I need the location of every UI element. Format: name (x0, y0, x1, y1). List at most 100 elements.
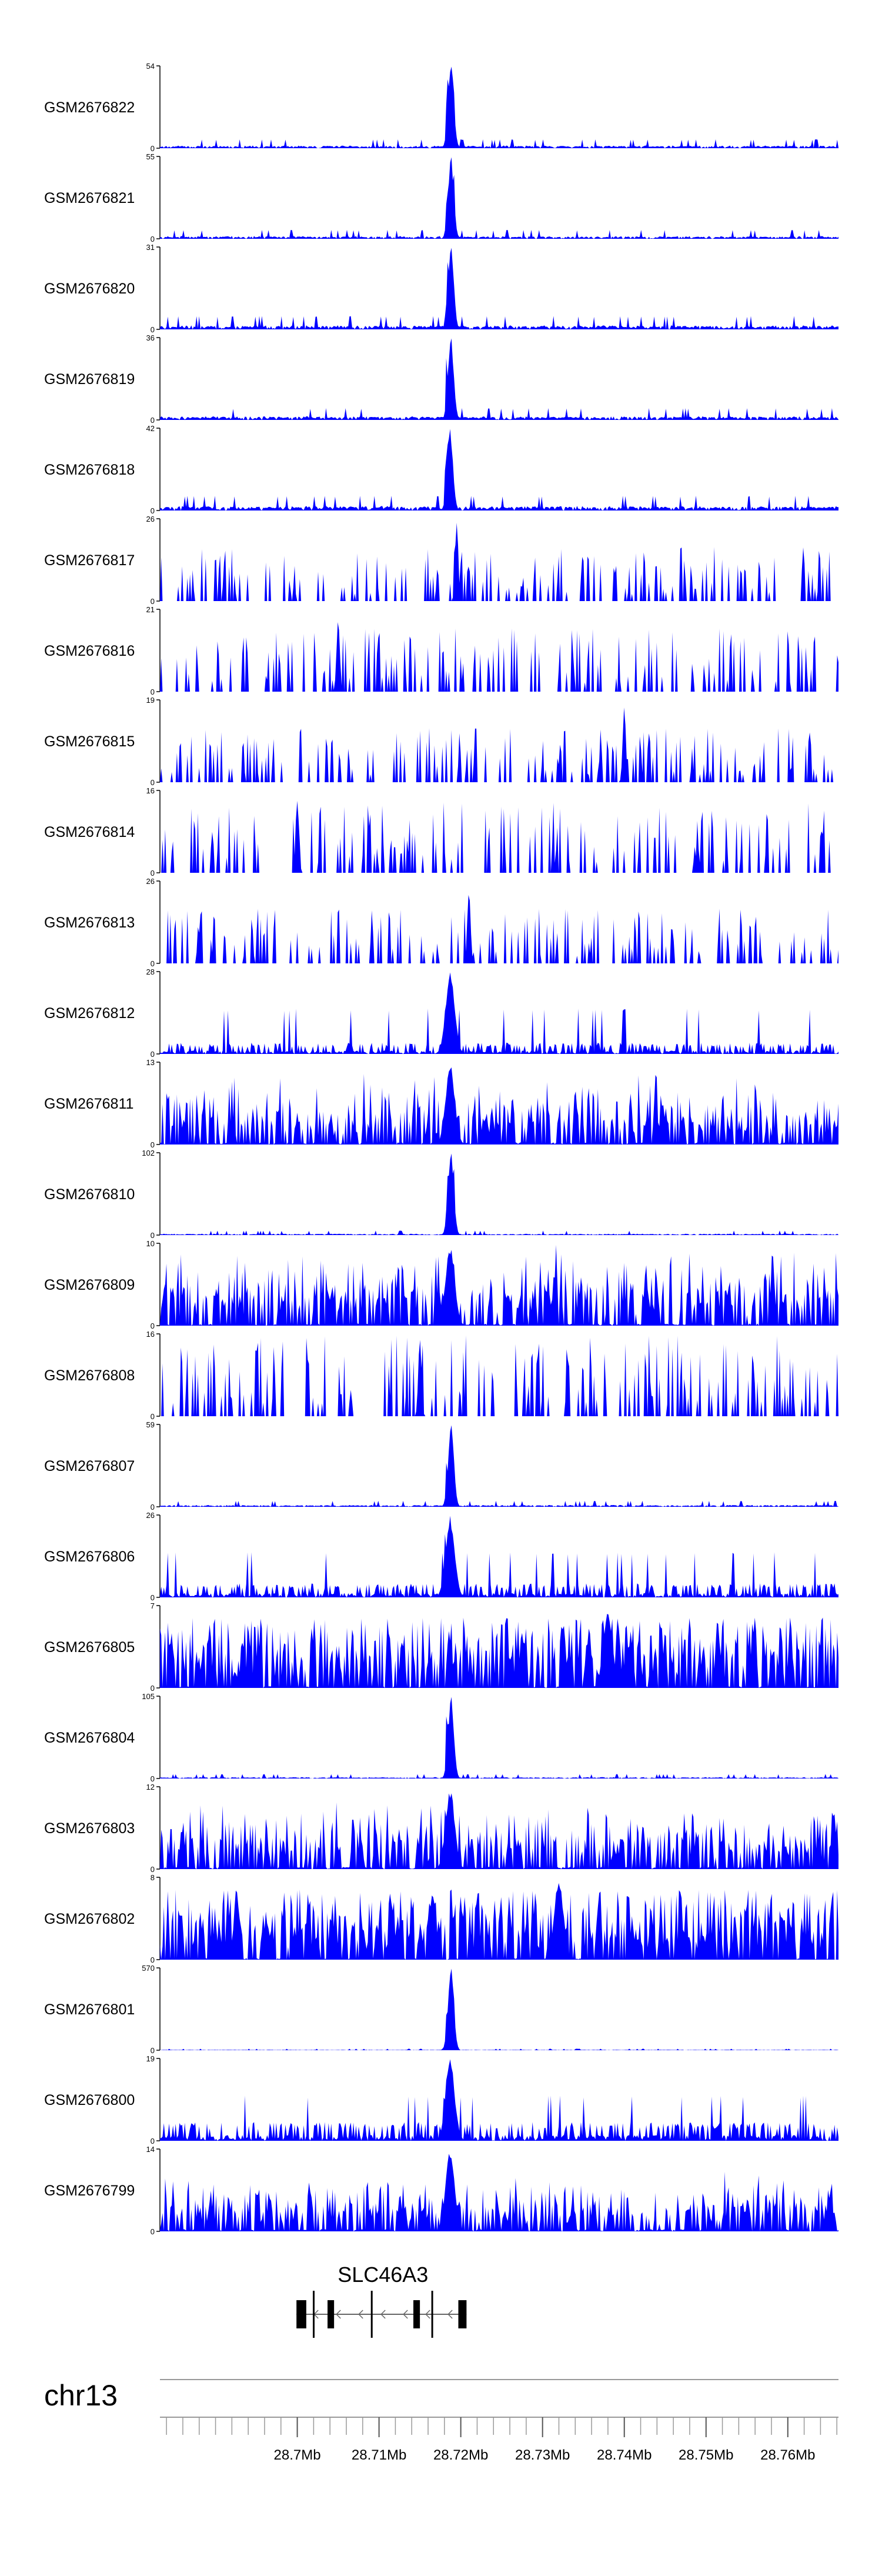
y-min-label: 0 (151, 506, 155, 515)
track-GSM2676822: GSM2676822 54 0 (44, 62, 838, 153)
track-label: GSM2676807 (44, 1458, 135, 1474)
y-min-label: 0 (151, 1050, 155, 1059)
y-axis: 102 0 (142, 1149, 161, 1240)
x-tick-label: 28.74Mb (597, 2447, 652, 2463)
strand-arrow (447, 2310, 453, 2319)
y-axis: 26 0 (146, 877, 161, 968)
y-axis: 570 0 (142, 1964, 161, 2055)
track-GSM2676810: GSM2676810 102 0 (44, 1149, 838, 1240)
y-min-label: 0 (151, 1231, 155, 1240)
track-label: GSM2676813 (44, 915, 135, 931)
coverage-area (160, 1968, 838, 2050)
y-axis: 80 (151, 1873, 161, 1964)
track-label: GSM2676810 (44, 1186, 135, 1203)
x-tick-label: 28.72Mb (433, 2447, 488, 2463)
y-axis: 36 0 (146, 333, 161, 425)
track-GSM2676816: GSM2676816 21 0 (44, 605, 838, 696)
x-tick-label: 28.75Mb (679, 2447, 733, 2463)
coverage-area (160, 1425, 838, 1507)
track-GSM2676819: GSM2676819 36 0 (44, 333, 838, 425)
y-max-label: 26 (146, 877, 155, 886)
track-label: GSM2676811 (44, 1096, 133, 1112)
y-min-label: 0 (151, 144, 155, 153)
track-GSM2676821: GSM2676821 55 0 (44, 152, 838, 243)
gene-label: SLC46A3 (338, 2263, 428, 2287)
track-label: GSM2676806 (44, 1549, 135, 1565)
track-GSM2676809: GSM2676809 10 0 (44, 1239, 838, 1330)
track-label: GSM2676822 (44, 99, 135, 116)
track-GSM2676820: GSM2676820 31 0 (44, 243, 838, 334)
y-min-label: 0 (151, 1774, 155, 1783)
y-axis: 54 0 (146, 62, 161, 153)
track-label: GSM2676808 (44, 1367, 135, 1384)
y-max-label: 16 (146, 786, 155, 795)
coverage-area (160, 429, 838, 510)
y-min-label: 0 (151, 778, 155, 787)
track-label: GSM2676819 (44, 371, 135, 388)
y-axis: 105 0 (142, 1692, 161, 1783)
y-min-label: 0 (151, 325, 155, 334)
y-axis: 19 0 (146, 2054, 161, 2145)
coverage-area (160, 895, 838, 963)
coverage-area (160, 800, 838, 873)
y-axis: 16 0 (146, 786, 161, 877)
y-max-label: 26 (146, 515, 155, 523)
y-min-label: 0 (151, 1593, 155, 1602)
coverage-area (160, 338, 838, 420)
y-max-label: 31 (146, 243, 155, 252)
y-axis: 19 0 (146, 696, 161, 787)
track-GSM2676814: GSM2676814 16 0 (44, 786, 838, 877)
track-GSM2676815: GSM2676815 19 0 (44, 696, 838, 787)
coverage-area (160, 1335, 838, 1416)
coverage-area (160, 66, 838, 149)
y-min-label: 0 (151, 1322, 155, 1330)
y-max-label: 7 (151, 1601, 155, 1610)
coverage-area (160, 248, 838, 329)
chromosome-axis: chr13 28.7Mb 28.71Mb 28.72Mb 28.73Mb 28.74Mb… (44, 2379, 838, 2463)
y-axis: 13 0 (146, 1058, 161, 1149)
y-axis: 16 0 (146, 1330, 161, 1421)
y-min-label: 0 (151, 1412, 155, 1421)
gene-exon (413, 2300, 420, 2328)
y-max-label: 42 (146, 424, 155, 433)
gene-exon (296, 2300, 306, 2328)
track-label: GSM2676815 (44, 733, 135, 750)
track-GSM2676803: GSM2676803 12 0 (44, 1783, 838, 1874)
y-max-label: 36 (146, 333, 155, 342)
track-GSM2676806: GSM2676806 26 0 (44, 1511, 838, 1602)
coverage-area (160, 1244, 838, 1326)
track-label: GSM2676800 (44, 2092, 135, 2108)
y-min-label: 0 (151, 235, 155, 243)
y-max-label: 28 (146, 967, 155, 976)
strand-arrow (358, 2310, 363, 2319)
y-min-label: 0 (151, 2046, 155, 2055)
track-GSM2676818: GSM2676818 42 0 (44, 424, 838, 515)
coverage-area (160, 1516, 838, 1597)
strand-arrow (380, 2310, 386, 2319)
y-min-label: 0 (151, 1865, 155, 1874)
y-axis: 28 0 (146, 967, 161, 1059)
y-axis: 12 0 (146, 1783, 161, 1874)
y-axis: 42 0 (146, 424, 161, 515)
gene-exon (312, 2291, 315, 2338)
track-label: GSM2676817 (44, 552, 135, 569)
track-label: GSM2676812 (44, 1005, 135, 1022)
y-max-label: 19 (146, 696, 155, 705)
strand-arrow (425, 2310, 430, 2319)
track-GSM2676801: GSM2676801 570 0 (44, 1964, 838, 2055)
coverage-area (160, 522, 838, 601)
coverage-area (160, 972, 838, 1054)
coverage-area (160, 1614, 838, 1688)
y-min-label: 0 (151, 869, 155, 877)
track-GSM2676800: GSM2676800 19 0 (44, 2054, 838, 2145)
coverage-area (160, 708, 838, 782)
y-axis: 26 0 (146, 515, 161, 606)
y-max-label: 26 (146, 1511, 155, 1520)
y-axis: 70 (151, 1601, 161, 1693)
y-min-label: 0 (151, 1684, 155, 1693)
gene-exon (431, 2291, 433, 2338)
chromosome-label: chr13 (44, 2379, 118, 2412)
coverage-tracks: GSM2676822540GSM2676821550GSM2676820310G… (44, 62, 838, 2236)
